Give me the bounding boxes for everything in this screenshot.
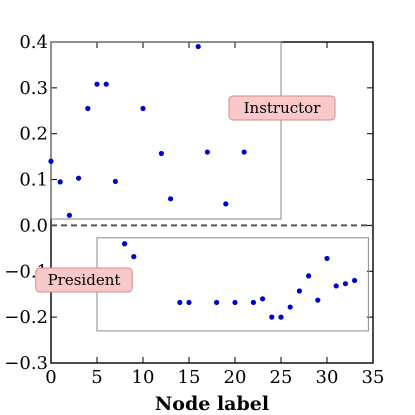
- y-tick-label: −0.3: [4, 353, 48, 374]
- plot-frame: [50, 41, 374, 364]
- y-tick-label: 0.3: [19, 78, 48, 99]
- x-tick-label: 15: [178, 367, 201, 388]
- data-point: [158, 150, 164, 157]
- group-label-box-instructor: [228, 95, 336, 121]
- data-point: [260, 296, 266, 302]
- y-tick-label: 0.1: [19, 170, 48, 191]
- group-box-president: [96, 237, 369, 332]
- x-tick-label: 35: [362, 367, 385, 388]
- data-point: [131, 254, 137, 260]
- y-tick-label: 0.0: [19, 215, 48, 236]
- y-tick-label: 0.2: [19, 124, 48, 145]
- y-tick-label: 0.4: [19, 32, 48, 53]
- plot-layer: 0 5 10 15 20 25 30 35−0.3−0.2−0.10.00.10.20.30.…: [4, 32, 384, 388]
- data-point: [352, 277, 358, 284]
- data-point: [140, 105, 146, 112]
- data-point: [186, 299, 192, 306]
- group-label-box-president: [35, 267, 133, 293]
- data-point: [57, 179, 63, 185]
- x-tick-label: 5: [91, 367, 102, 388]
- x-tick-label: 30: [316, 367, 339, 388]
- data-point: [269, 314, 275, 320]
- data-point: [232, 299, 238, 306]
- data-point: [177, 299, 183, 306]
- x-tick-label: 0: [45, 367, 56, 388]
- data-point: [342, 281, 348, 287]
- x-tick-label: 20: [224, 367, 247, 388]
- group-label-instructor: Instructor: [244, 99, 322, 117]
- data-point: [195, 43, 201, 50]
- data-point: [324, 255, 330, 262]
- x-tick-label: 10: [132, 367, 155, 388]
- data-point: [112, 178, 118, 185]
- x-axis-label: Node label: [155, 393, 269, 415]
- data-point: [287, 304, 293, 310]
- x-tick-label: 25: [270, 367, 293, 388]
- data-point: [241, 149, 247, 155]
- data-point: [223, 201, 229, 207]
- data-point: [103, 81, 109, 87]
- group-box-instructor: [50, 41, 282, 220]
- data-point: [315, 297, 321, 303]
- data-point: [122, 241, 128, 247]
- data-point: [85, 105, 91, 112]
- data-point: [76, 175, 82, 181]
- data-point: [204, 149, 210, 155]
- data-point: [250, 299, 256, 306]
- data-point: [296, 288, 302, 294]
- y-tick-label: −0.2: [4, 307, 48, 328]
- data-point: [168, 196, 174, 202]
- data-point: [306, 273, 312, 279]
- data-point: [333, 283, 339, 289]
- data-point: [214, 299, 220, 306]
- data-point: [278, 314, 284, 320]
- data-point: [66, 212, 72, 218]
- data-point: [48, 158, 54, 164]
- group-label-president: President: [48, 271, 121, 289]
- data-point: [94, 81, 100, 87]
